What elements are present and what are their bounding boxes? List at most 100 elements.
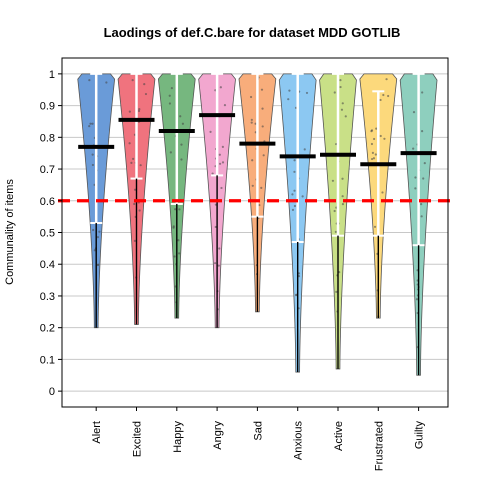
data-point <box>381 191 384 194</box>
data-point <box>139 164 142 167</box>
data-point <box>370 157 374 161</box>
data-point <box>335 290 338 293</box>
data-point <box>261 107 264 110</box>
data-point <box>93 249 96 252</box>
data-point <box>144 92 148 96</box>
data-point <box>178 208 181 211</box>
data-point <box>181 122 185 125</box>
x-tick-label: Frustrated <box>373 421 385 471</box>
x-tick-label: Excited <box>132 421 144 457</box>
plot-frame <box>61 57 449 408</box>
data-point <box>301 195 304 198</box>
data-point <box>132 157 135 160</box>
data-point <box>168 94 171 97</box>
data-point <box>96 236 99 239</box>
data-point <box>180 143 183 146</box>
data-point <box>214 262 217 265</box>
axis-layer: 0 0.1 0.2 0.3 0.4 0.5 0.6 0.7 0.8 0.9 1 Alert Excite… <box>40 57 449 471</box>
data-point <box>415 298 419 301</box>
x-tick-label: Anxious <box>293 421 305 461</box>
y-tick-label: 0.4 <box>40 259 55 271</box>
y-tick-label: 0 <box>49 386 55 398</box>
x-tick-label: Happy <box>172 421 184 453</box>
data-point <box>89 122 92 125</box>
data-point <box>333 209 336 213</box>
data-point <box>221 161 225 164</box>
data-point <box>130 161 133 164</box>
data-point <box>293 189 296 192</box>
y-tick-label: 0.6 <box>40 196 55 208</box>
data-point <box>262 154 265 157</box>
data-point <box>371 151 374 154</box>
data-point <box>293 170 296 173</box>
data-point <box>170 87 173 90</box>
data-point <box>97 263 100 266</box>
data-point <box>305 91 309 95</box>
data-point <box>297 272 301 275</box>
data-point <box>421 91 424 94</box>
data-point <box>382 93 385 97</box>
data-point <box>334 230 337 233</box>
data-point <box>220 186 223 190</box>
data-point <box>423 162 426 165</box>
y-tick-label: 0.7 <box>40 164 55 176</box>
data-point <box>383 137 386 140</box>
data-point <box>133 202 136 206</box>
data-point <box>414 187 417 190</box>
data-point <box>128 142 131 145</box>
data-point <box>421 130 424 133</box>
data-point <box>174 208 177 211</box>
data-point <box>295 293 298 296</box>
data-point <box>344 115 347 118</box>
data-point <box>374 153 377 156</box>
x-tick-label: Active <box>333 421 345 451</box>
data-point <box>131 79 134 82</box>
data-point <box>291 193 294 196</box>
data-point <box>387 94 390 98</box>
data-point <box>293 159 296 162</box>
x-tick-label: Guilty <box>414 421 426 450</box>
data-point <box>370 142 374 146</box>
y-tick-label: 0.5 <box>40 228 55 240</box>
y-tick-label: 1 <box>49 69 55 81</box>
data-point <box>172 226 175 229</box>
data-point <box>260 88 264 91</box>
y-tick-label: 0.3 <box>40 291 55 303</box>
data-point <box>179 115 182 118</box>
data-point <box>214 225 217 229</box>
data-point <box>288 89 291 92</box>
data-point <box>251 184 254 187</box>
data-point <box>168 102 172 105</box>
y-tick-label: 0.9 <box>40 101 55 113</box>
data-point <box>341 177 344 180</box>
violin-layer <box>77 72 438 376</box>
x-tick-label: Angry <box>212 421 224 450</box>
data-point <box>420 215 423 218</box>
data-point <box>331 179 335 182</box>
data-point <box>91 122 94 125</box>
data-point <box>137 109 141 113</box>
x-tick-label: Alert <box>91 421 103 444</box>
data-point <box>385 78 388 81</box>
data-point <box>223 104 227 107</box>
data-point <box>177 239 180 242</box>
data-point <box>340 108 344 111</box>
x-tick-label: Sad <box>252 421 264 441</box>
data-point <box>250 121 253 124</box>
data-point <box>414 176 417 179</box>
data-point <box>180 158 183 161</box>
y-tick-label: 0.1 <box>40 354 55 366</box>
data-point <box>379 134 382 138</box>
data-point <box>370 129 373 133</box>
data-point <box>211 172 214 175</box>
data-point <box>261 125 264 128</box>
data-point <box>372 157 376 160</box>
data-point <box>128 110 131 113</box>
data-point <box>293 204 297 208</box>
data-point <box>88 125 91 128</box>
data-point <box>178 252 181 255</box>
data-point <box>291 208 295 211</box>
data-point <box>91 163 94 167</box>
data-point <box>173 255 176 258</box>
